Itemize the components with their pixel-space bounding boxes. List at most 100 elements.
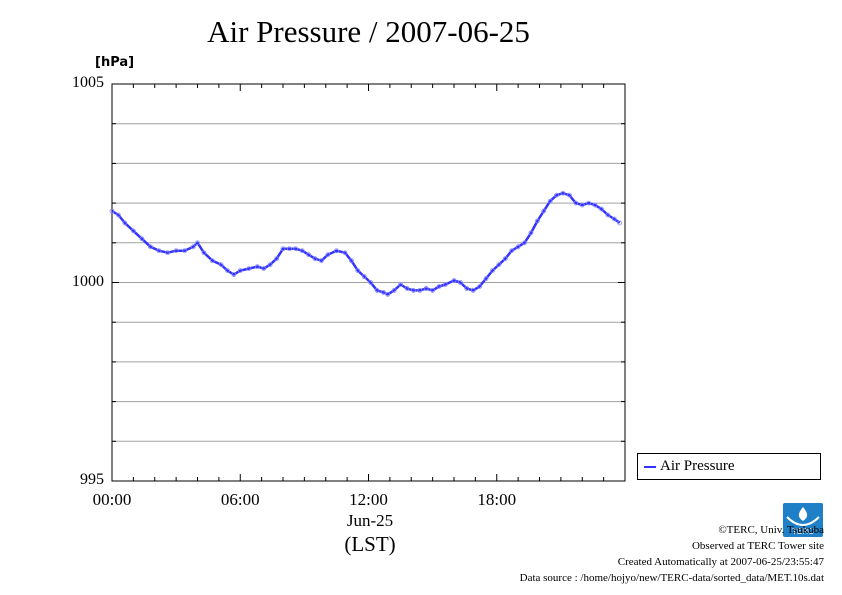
data-point (173, 248, 179, 254)
data-point (490, 268, 495, 273)
data-point (195, 240, 200, 246)
data-point (261, 266, 267, 272)
legend-label-air-pressure: Air Pressure (660, 458, 735, 474)
data-point (496, 262, 502, 268)
data-point (325, 252, 331, 258)
data-point (617, 220, 623, 226)
data-point (246, 266, 252, 272)
credits: ©TERC, Univ. Tsukuba Observed at TERC To… (520, 522, 824, 586)
data-point (611, 216, 617, 222)
data-point (280, 246, 286, 252)
legend-swatch-air-pressure (644, 466, 656, 468)
data-point (430, 288, 436, 293)
data-point (190, 244, 196, 250)
data-point (299, 248, 305, 254)
data-point (458, 280, 463, 285)
data-point (470, 288, 476, 293)
data-point (599, 206, 604, 212)
data-point (342, 250, 348, 256)
data-point (464, 286, 470, 291)
data-point (130, 228, 136, 234)
data-point (334, 248, 339, 254)
x-tick-label: 18:00 (477, 490, 517, 509)
credit-copyright: ©TERC, Univ. Tsukuba (718, 524, 824, 536)
data-point (443, 282, 448, 287)
x-tick-label: 12:00 (349, 490, 388, 509)
data-point (554, 192, 559, 198)
data-point (319, 258, 324, 264)
data-point (573, 200, 579, 206)
data-point (122, 220, 128, 226)
data-point (148, 244, 153, 250)
data-point (579, 202, 585, 208)
y-tick-label: 995 (80, 471, 104, 488)
legend: Air Pressure (637, 453, 821, 480)
data-point (254, 264, 260, 270)
data-point (139, 236, 145, 242)
data-point (391, 288, 397, 293)
data-point (398, 282, 403, 287)
logo-text: TERC (792, 527, 814, 536)
data-point (534, 218, 540, 224)
data-point (293, 246, 299, 252)
data-point (404, 286, 410, 291)
data-point (560, 190, 566, 196)
x-axis-date: Jun-25 (346, 511, 394, 530)
x-tick-label: 06:00 (220, 490, 260, 509)
data-point (436, 284, 442, 289)
data-point (605, 212, 611, 218)
data-point (355, 268, 361, 273)
data-point (586, 200, 592, 206)
credit-data-source: Data source : /home/hojyo/new/TERC-data/… (519, 572, 824, 584)
data-point (109, 208, 115, 214)
data-point (592, 202, 598, 208)
data-point (231, 272, 237, 277)
data-point (116, 212, 121, 218)
x-tick-label: 00:00 (92, 490, 132, 509)
credit-created: Created Automatically at 2007-06-25/23:5… (617, 556, 824, 568)
data-point (417, 288, 423, 293)
y-tick-label: 1005 (72, 74, 104, 91)
credit-site: Observed at TERC Tower site (691, 540, 824, 552)
data-point (410, 288, 416, 293)
data-point (218, 262, 224, 268)
series-air-pressure (109, 190, 623, 297)
data-point (541, 208, 547, 214)
series-line (111, 191, 621, 296)
data-point (502, 256, 508, 262)
data-point (306, 252, 312, 258)
x-axis-timezone: (LST) (344, 532, 396, 556)
data-point (201, 250, 207, 256)
data-point (287, 246, 292, 252)
data-point (509, 248, 515, 254)
data-point (210, 258, 215, 264)
data-point (522, 240, 527, 246)
data-point (381, 290, 386, 295)
data-point (515, 244, 521, 250)
data-point (477, 284, 483, 289)
data-point (385, 292, 391, 297)
data-point (483, 276, 489, 281)
data-point (374, 288, 380, 293)
terc-logo-icon: TERC (783, 503, 823, 537)
data-point (237, 268, 243, 273)
data-point (361, 274, 367, 279)
data-point (547, 198, 553, 204)
data-point (225, 268, 230, 273)
data-point (274, 256, 279, 262)
data-point (423, 286, 429, 291)
chart-title: Air Pressure / 2007-06-25 (207, 14, 530, 49)
y-tick-label: 1000 (72, 272, 104, 290)
data-point (528, 230, 534, 236)
data-point (267, 262, 273, 268)
data-point (165, 250, 170, 256)
data-point (348, 258, 354, 264)
data-point (451, 278, 457, 283)
data-point (182, 248, 188, 254)
y-axis-unit: [hPa] (95, 55, 135, 70)
data-point (312, 256, 318, 262)
data-point (156, 248, 162, 254)
data-point (567, 192, 572, 198)
data-point (368, 280, 374, 285)
